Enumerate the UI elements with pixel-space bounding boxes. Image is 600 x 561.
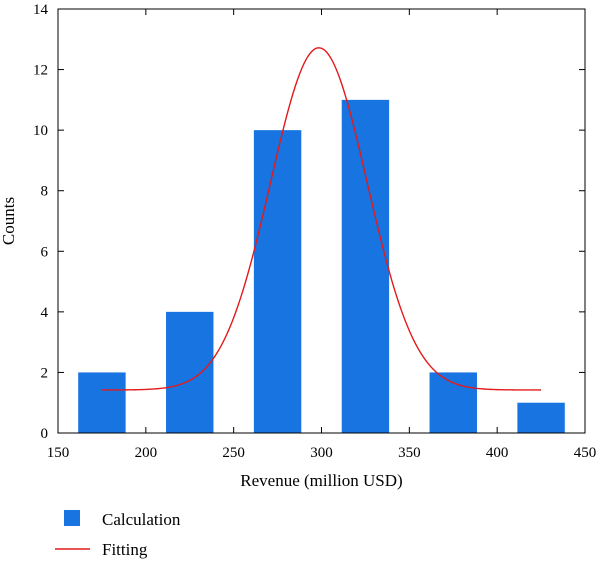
x-tick-label: 200 bbox=[135, 445, 158, 461]
fitting-curve bbox=[101, 47, 542, 391]
y-axis-ticks: 0 2 4 6 8 10 12 14 bbox=[33, 2, 585, 442]
y-tick-label: 0 bbox=[41, 426, 49, 442]
legend-item-fitting: Fitting bbox=[55, 540, 148, 559]
bar-175 bbox=[78, 372, 126, 433]
legend-label-fitting: Fitting bbox=[102, 540, 148, 559]
x-tick-label: 250 bbox=[222, 445, 245, 461]
x-tick-label: 350 bbox=[398, 445, 421, 461]
histogram-bars bbox=[78, 99, 565, 433]
y-tick-label: 6 bbox=[41, 244, 49, 260]
legend-swatch-calculation bbox=[64, 510, 80, 526]
bar-375 bbox=[429, 372, 477, 433]
legend-label-calculation: Calculation bbox=[102, 510, 181, 529]
bar-325 bbox=[341, 99, 390, 433]
y-tick-label: 4 bbox=[41, 305, 49, 321]
legend-item-calculation: Calculation bbox=[64, 510, 181, 529]
x-tick-label: 400 bbox=[486, 445, 509, 461]
y-tick-label: 2 bbox=[41, 365, 49, 381]
bar-225 bbox=[166, 311, 214, 433]
x-axis-ticks: 150 200 250 300 350 400 450 bbox=[47, 9, 597, 461]
bar-425 bbox=[517, 402, 565, 433]
plot-area: 150 200 250 300 350 400 450 0 2 4 6 8 10 12 14 bbox=[33, 2, 596, 461]
x-tick-label: 450 bbox=[574, 445, 597, 461]
plot-frame bbox=[57, 8, 586, 434]
y-axis-title: Counts bbox=[0, 197, 18, 245]
x-tick-label: 150 bbox=[47, 445, 70, 461]
bar-275 bbox=[253, 130, 302, 433]
y-tick-label: 8 bbox=[41, 184, 49, 200]
y-tick-label: 14 bbox=[33, 2, 49, 18]
x-tick-label: 300 bbox=[310, 445, 333, 461]
legend: Calculation Fitting bbox=[55, 510, 181, 559]
y-tick-label: 10 bbox=[33, 123, 48, 139]
x-axis-title: Revenue (million USD) bbox=[240, 471, 402, 490]
y-tick-label: 12 bbox=[33, 63, 48, 79]
